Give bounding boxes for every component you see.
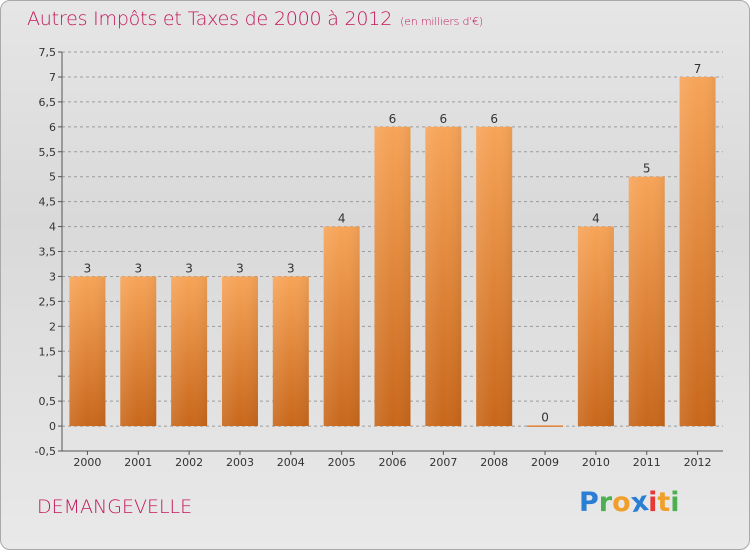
x-tick-label: 2009 (531, 456, 559, 469)
proxiti-logo[interactable]: Proxiti (579, 485, 680, 520)
data-label-2006: 6 (389, 112, 397, 126)
y-tick-label: 6,5 (39, 96, 57, 109)
bar-shine-2008 (476, 126, 513, 427)
x-tick-label: 2005 (328, 456, 356, 469)
data-label-2007: 6 (440, 112, 448, 126)
x-tick-label: 2001 (124, 456, 152, 469)
data-label-2009: 0 (541, 410, 549, 424)
bar-2009 (527, 425, 564, 427)
data-label-2012: 7 (694, 62, 702, 76)
y-tick-label: 6 (49, 121, 56, 134)
bar-shine-2001 (120, 276, 157, 427)
bar-shine-2003 (221, 276, 258, 427)
y-tick-label: 4 (49, 221, 56, 234)
data-label-2011: 5 (643, 162, 651, 176)
x-tick-label: 2010 (582, 456, 610, 469)
y-tick-label: 0 (49, 420, 56, 433)
bar-shine-2005 (323, 226, 360, 427)
bar-shine-2010 (577, 226, 614, 427)
y-tick-label: 0,5 (39, 395, 57, 408)
data-label-2008: 6 (490, 112, 498, 126)
chart-subtitle: (en milliers d'€) (400, 15, 483, 28)
y-tick-label: 3 (49, 270, 56, 283)
bar-shine-2011 (628, 176, 665, 427)
bar-shine-2006 (374, 126, 411, 427)
data-label-2003: 3 (236, 261, 244, 275)
x-tick-label: 2004 (277, 456, 305, 469)
bars (69, 76, 716, 427)
y-tick-label: 5 (49, 171, 56, 184)
bar-shine-2007 (425, 126, 462, 427)
bar-shine-2004 (272, 276, 309, 427)
y-tick-label: 7,5 (39, 46, 57, 59)
commune-name: DEMANGEVELLE (37, 496, 193, 518)
bar-shine-2000 (69, 276, 106, 427)
chart-title-text: Autres Impôts et Taxes de 2000 à 2012 (27, 8, 393, 30)
y-tick-label: -0,5 (35, 445, 56, 458)
y-tick-label: 1,5 (39, 345, 57, 358)
x-tick-label: 2002 (175, 456, 203, 469)
axes (58, 51, 723, 455)
y-tick-label: 2,5 (39, 295, 57, 308)
data-label-2010: 4 (592, 212, 600, 226)
y-tick-label: 2 (49, 320, 56, 333)
labels: -0,5 0 0,5 1,5 2 2,5 3 3,5 4 4,5 5 5,5 6 6,5 7 7,5 3 2000… (35, 46, 712, 469)
x-tick-label: 2000 (73, 456, 101, 469)
x-tick-label: 2007 (429, 456, 457, 469)
x-tick-label: 2008 (480, 456, 508, 469)
data-label-2005: 4 (338, 212, 346, 226)
y-tick-label: 4,5 (39, 196, 57, 209)
data-label-2000: 3 (84, 261, 92, 275)
x-tick-label: 2012 (684, 456, 712, 469)
y-tick-label: 3,5 (39, 246, 57, 259)
bar-shine-2002 (171, 276, 208, 427)
y-tick-label: 5,5 (39, 146, 57, 159)
data-label-2002: 3 (185, 261, 193, 275)
x-tick-label: 2011 (633, 456, 661, 469)
x-tick-label: 2003 (226, 456, 254, 469)
data-label-2001: 3 (134, 261, 142, 275)
x-tick-label: 2006 (379, 456, 407, 469)
bar-shine-2012 (679, 76, 716, 427)
data-label-2004: 3 (287, 261, 295, 275)
y-tick-label: 7 (49, 71, 56, 84)
chart-title: Autres Impôts et Taxes de 2000 à 2012 (en… (27, 8, 483, 30)
